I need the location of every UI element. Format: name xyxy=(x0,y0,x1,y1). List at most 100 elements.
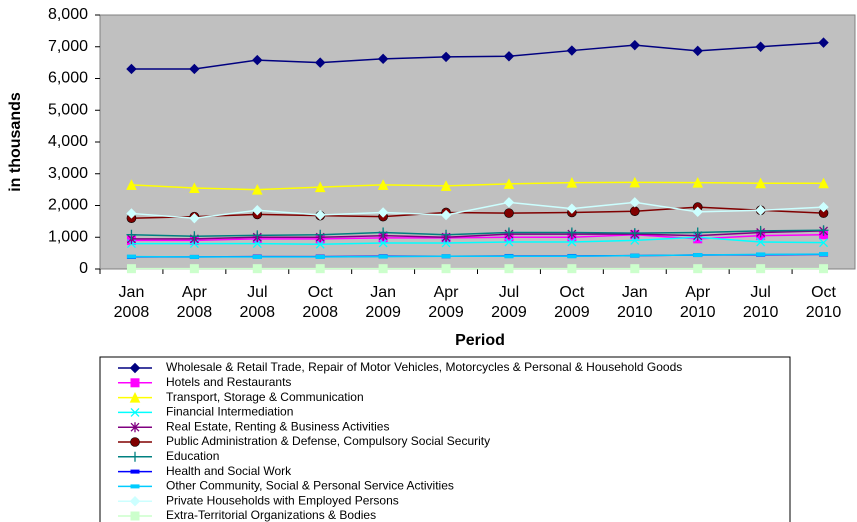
marker xyxy=(377,207,389,218)
legend-marker xyxy=(130,407,140,417)
legend-marker xyxy=(130,484,140,489)
marker xyxy=(756,252,766,257)
marker xyxy=(252,239,262,249)
y-axis-label: in thousands xyxy=(7,92,24,192)
marker xyxy=(756,237,766,247)
marker xyxy=(692,206,703,218)
series-line xyxy=(131,41,824,70)
series-line xyxy=(131,230,824,240)
series-line xyxy=(131,253,824,258)
legend-marker xyxy=(129,362,141,374)
marker xyxy=(252,205,263,216)
marker xyxy=(252,264,262,274)
marker xyxy=(818,225,829,236)
marker xyxy=(126,264,136,274)
legend-label: Public Administration & Defense, Compuls… xyxy=(166,434,490,448)
legend-label: Education xyxy=(166,449,219,463)
marker xyxy=(189,63,200,75)
marker xyxy=(315,239,325,249)
legend-marker xyxy=(129,391,141,403)
marker xyxy=(252,54,263,66)
marker xyxy=(315,57,326,68)
marker xyxy=(378,238,388,248)
y-tick-label: 8,000 xyxy=(48,6,88,23)
marker xyxy=(315,264,325,274)
x-axis-label: Period xyxy=(455,332,505,349)
marker xyxy=(692,177,704,188)
marker xyxy=(755,41,766,52)
y-tick-label: 1,000 xyxy=(48,228,88,245)
legend-marker xyxy=(130,451,140,462)
legend-marker xyxy=(130,469,140,474)
y-tick-label: 6,000 xyxy=(48,70,88,87)
x-tick-label: Jan 2009 xyxy=(365,284,401,321)
marker xyxy=(755,225,766,236)
marker xyxy=(629,176,641,188)
x-tick-label: Jul 2010 xyxy=(743,284,779,321)
marker xyxy=(629,228,640,239)
legend-marker xyxy=(130,437,140,447)
legend-marker xyxy=(130,511,140,521)
marker xyxy=(440,51,452,63)
marker xyxy=(440,180,452,191)
y-tick-label: 2,000 xyxy=(48,197,88,214)
legend-label: Financial Intermediation xyxy=(166,405,293,419)
y-tick-label: 7,000 xyxy=(48,38,88,55)
marker xyxy=(566,203,578,214)
series-line xyxy=(131,206,824,219)
marker xyxy=(252,230,263,241)
series-line xyxy=(131,181,824,191)
series-line xyxy=(131,236,824,245)
marker xyxy=(126,63,137,75)
marker xyxy=(629,206,640,217)
marker xyxy=(252,254,262,259)
marker xyxy=(567,237,577,247)
legend-marker xyxy=(130,378,140,388)
marker xyxy=(315,209,326,221)
marker xyxy=(504,264,514,274)
marker xyxy=(566,227,577,238)
legend-label: Transport, Storage & Communication xyxy=(166,390,364,404)
marker xyxy=(189,254,199,259)
marker xyxy=(503,227,514,238)
marker xyxy=(504,254,514,259)
marker xyxy=(314,181,326,193)
marker xyxy=(819,238,829,248)
marker xyxy=(126,229,137,240)
marker xyxy=(818,37,829,48)
marker xyxy=(504,208,514,218)
marker xyxy=(189,182,200,194)
marker xyxy=(189,264,199,274)
marker xyxy=(126,208,137,219)
marker xyxy=(440,209,452,221)
marker xyxy=(630,235,640,245)
x-tick-label: Apr 2008 xyxy=(177,284,213,321)
marker xyxy=(503,178,515,189)
marker xyxy=(755,177,766,189)
marker xyxy=(503,51,515,62)
x-tick-label: Oct 2008 xyxy=(302,284,338,321)
marker xyxy=(315,229,326,240)
marker xyxy=(378,264,388,274)
marker xyxy=(756,264,766,274)
legend-box xyxy=(99,356,791,522)
x-tick-label: Jan 2008 xyxy=(114,284,150,321)
marker xyxy=(819,252,829,257)
legend-label: Extra-Territorial Organizations & Bodies xyxy=(166,508,376,522)
x-tick-label: Apr 2010 xyxy=(680,284,716,321)
marker xyxy=(189,212,200,224)
legend-label: Health and Social Work xyxy=(166,464,292,478)
marker xyxy=(378,227,389,238)
series-line xyxy=(131,229,824,238)
legend-label: Wholesale & Retail Trade, Repair of Moto… xyxy=(166,360,682,374)
marker xyxy=(377,53,389,65)
marker xyxy=(818,201,829,213)
x-tick-label: Oct 2009 xyxy=(554,284,590,321)
marker xyxy=(818,177,829,189)
marker xyxy=(755,205,766,216)
y-tick-label: 5,000 xyxy=(48,101,88,118)
legend-label: Other Community, Social & Personal Servi… xyxy=(166,479,454,493)
x-tick-label: Jan 2010 xyxy=(617,284,653,321)
marker xyxy=(692,45,703,57)
